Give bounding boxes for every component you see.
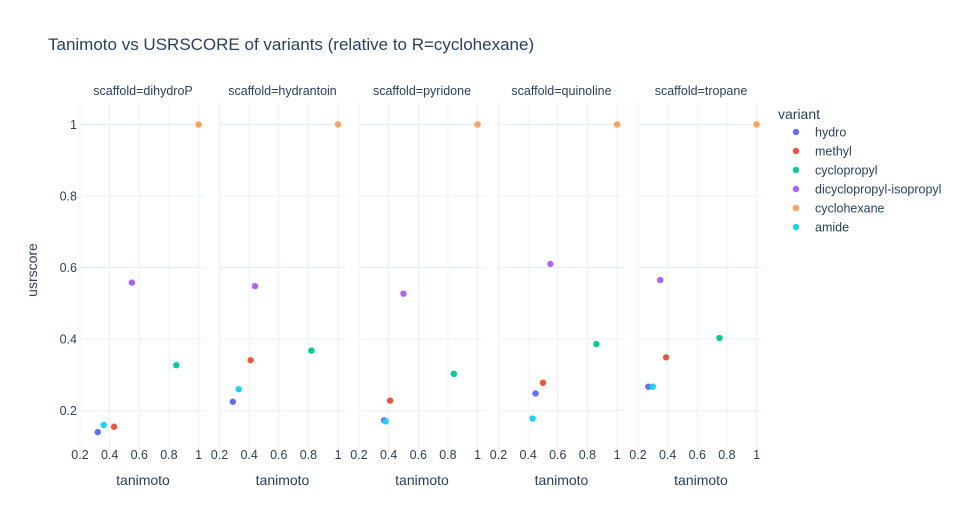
x-tick-label: 0.6 bbox=[549, 448, 566, 462]
data-point bbox=[716, 334, 723, 342]
x-tick-label: 0.6 bbox=[131, 448, 148, 462]
facet-title: scaffold=hydrantoin bbox=[228, 84, 337, 98]
facet-panel: scaffold=tropane 0.2 0.4 0.6 0.8 1 tanimoto bbox=[629, 84, 764, 488]
y-tick-label: 0.8 bbox=[60, 190, 77, 204]
data-point bbox=[593, 340, 600, 348]
x-axis-label: tanimoto bbox=[395, 472, 449, 488]
y-tick-label: 0.6 bbox=[60, 261, 77, 275]
data-point bbox=[173, 362, 180, 369]
x-tick-label: 0.8 bbox=[439, 448, 456, 462]
legend-item: dicyclopropyl-isopropyl bbox=[792, 183, 941, 197]
legend-label: cyclohexane bbox=[815, 202, 885, 216]
legend-label: dicyclopropyl-isopropyl bbox=[815, 183, 941, 197]
facet-panel: scaffold=dihydroP 0.2 0.4 0.6 0.8 1 tanimoto 0.… bbox=[60, 84, 206, 488]
y-tick-label: 0.2 bbox=[60, 404, 77, 418]
legend-marker bbox=[792, 223, 800, 231]
legend-marker bbox=[792, 128, 800, 136]
facet-title: scaffold=tropane bbox=[655, 84, 748, 98]
x-tick-label: 1 bbox=[335, 448, 342, 462]
data-point bbox=[235, 385, 242, 393]
data-point bbox=[450, 370, 458, 378]
legend-marker bbox=[792, 204, 800, 212]
data-point bbox=[529, 415, 536, 422]
x-tick-label: 0.8 bbox=[718, 448, 735, 462]
data-point bbox=[474, 121, 481, 128]
x-tick-label: 1 bbox=[614, 448, 621, 462]
x-tick-label: 0.4 bbox=[240, 448, 257, 462]
data-point bbox=[100, 421, 107, 429]
data-point bbox=[382, 418, 389, 425]
data-point bbox=[613, 121, 621, 128]
facet-panel: scaffold=pyridone 0.2 0.4 0.6 0.8 1 tanimoto bbox=[350, 84, 485, 488]
x-tick-label: 0.4 bbox=[519, 448, 536, 462]
legend-label: amide bbox=[815, 221, 849, 235]
facet-title: scaffold=pyridone bbox=[373, 84, 471, 98]
legend-label: cyclopropyl bbox=[815, 164, 878, 178]
data-point bbox=[195, 121, 202, 128]
data-point bbox=[247, 357, 254, 364]
x-tick-label: 1 bbox=[474, 448, 481, 462]
data-point bbox=[662, 354, 670, 361]
legend-item: hydro bbox=[792, 126, 846, 140]
data-point bbox=[657, 276, 664, 284]
y-axis-label: usrscore bbox=[24, 243, 40, 297]
data-point bbox=[251, 282, 259, 290]
legend-item: cyclohexane bbox=[792, 202, 885, 216]
x-tick-label: 0.2 bbox=[350, 448, 367, 462]
x-tick-label: 0.2 bbox=[211, 448, 228, 462]
data-point bbox=[400, 290, 407, 297]
x-tick-label: 0.6 bbox=[689, 448, 706, 462]
x-tick-label: 0.8 bbox=[579, 448, 596, 462]
legend: variant hydro methyl cyclopropyl dicyclopro… bbox=[778, 106, 941, 235]
facet-panel: scaffold=quinoline 0.2 0.4 0.6 0.8 1 tanimoto bbox=[490, 84, 625, 488]
x-tick-label: 1 bbox=[753, 448, 760, 462]
legend-marker bbox=[792, 147, 800, 155]
data-point bbox=[649, 383, 657, 390]
data-point bbox=[645, 383, 652, 390]
facet-panels: scaffold=dihydroP 0.2 0.4 0.6 0.8 1 tanimoto 0.… bbox=[60, 84, 764, 488]
x-tick-label: 0.4 bbox=[380, 448, 397, 462]
x-tick-label: 0.2 bbox=[490, 448, 507, 462]
data-point bbox=[229, 398, 237, 405]
x-tick-label: 0.2 bbox=[71, 448, 88, 462]
data-point bbox=[753, 121, 760, 128]
x-tick-label: 0.8 bbox=[160, 448, 177, 462]
data-point bbox=[334, 121, 342, 128]
legend-label: hydro bbox=[815, 126, 846, 140]
y-tick-label: 1 bbox=[70, 118, 77, 132]
legend-item: methyl bbox=[792, 145, 852, 159]
legend-marker bbox=[792, 185, 800, 193]
legend-marker bbox=[792, 166, 800, 174]
legend-title: variant bbox=[778, 106, 820, 122]
data-point bbox=[386, 397, 394, 404]
facet-panel: scaffold=hydrantoin 0.2 0.4 0.6 0.8 1 tanimoto bbox=[211, 84, 346, 488]
x-axis-label: tanimoto bbox=[116, 472, 170, 488]
data-point bbox=[532, 390, 539, 397]
legend-label: methyl bbox=[815, 145, 852, 159]
x-tick-label: 0.6 bbox=[410, 448, 427, 462]
data-point bbox=[308, 347, 315, 354]
data-point bbox=[128, 279, 136, 286]
x-axis-label: tanimoto bbox=[535, 472, 589, 488]
facet-title: scaffold=quinoline bbox=[511, 84, 611, 98]
data-point bbox=[110, 423, 118, 430]
legend-item: amide bbox=[792, 221, 849, 235]
legend-item: cyclopropyl bbox=[792, 164, 878, 178]
data-point bbox=[547, 260, 554, 268]
x-axis-label: tanimoto bbox=[674, 472, 728, 488]
data-point bbox=[94, 428, 101, 436]
x-tick-label: 0.4 bbox=[659, 448, 676, 462]
x-tick-label: 1 bbox=[195, 448, 202, 462]
chart-title: Tanimoto vs USRSCORE of variants (relati… bbox=[48, 35, 534, 54]
x-tick-label: 0.4 bbox=[101, 448, 118, 462]
x-tick-label: 0.6 bbox=[270, 448, 287, 462]
facet-title: scaffold=dihydroP bbox=[93, 84, 193, 98]
x-axis-label: tanimoto bbox=[256, 472, 310, 488]
x-tick-label: 0.8 bbox=[300, 448, 317, 462]
data-point bbox=[539, 379, 547, 386]
x-tick-label: 0.2 bbox=[629, 448, 646, 462]
y-tick-label: 0.4 bbox=[60, 333, 77, 347]
